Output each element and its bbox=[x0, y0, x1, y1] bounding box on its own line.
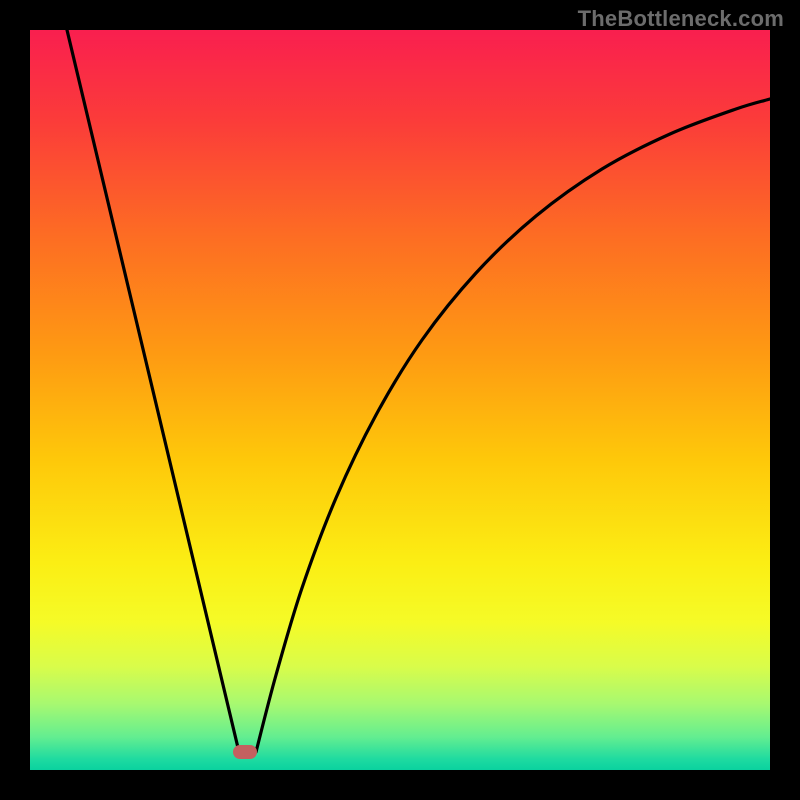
chart-frame: TheBottleneck.com bbox=[0, 0, 800, 800]
curve-right-branch bbox=[256, 99, 770, 752]
source-watermark: TheBottleneck.com bbox=[578, 6, 784, 32]
curve bbox=[30, 30, 770, 770]
minimum-marker bbox=[233, 745, 257, 759]
curve-left-branch bbox=[67, 30, 239, 752]
plot-area bbox=[30, 30, 770, 770]
